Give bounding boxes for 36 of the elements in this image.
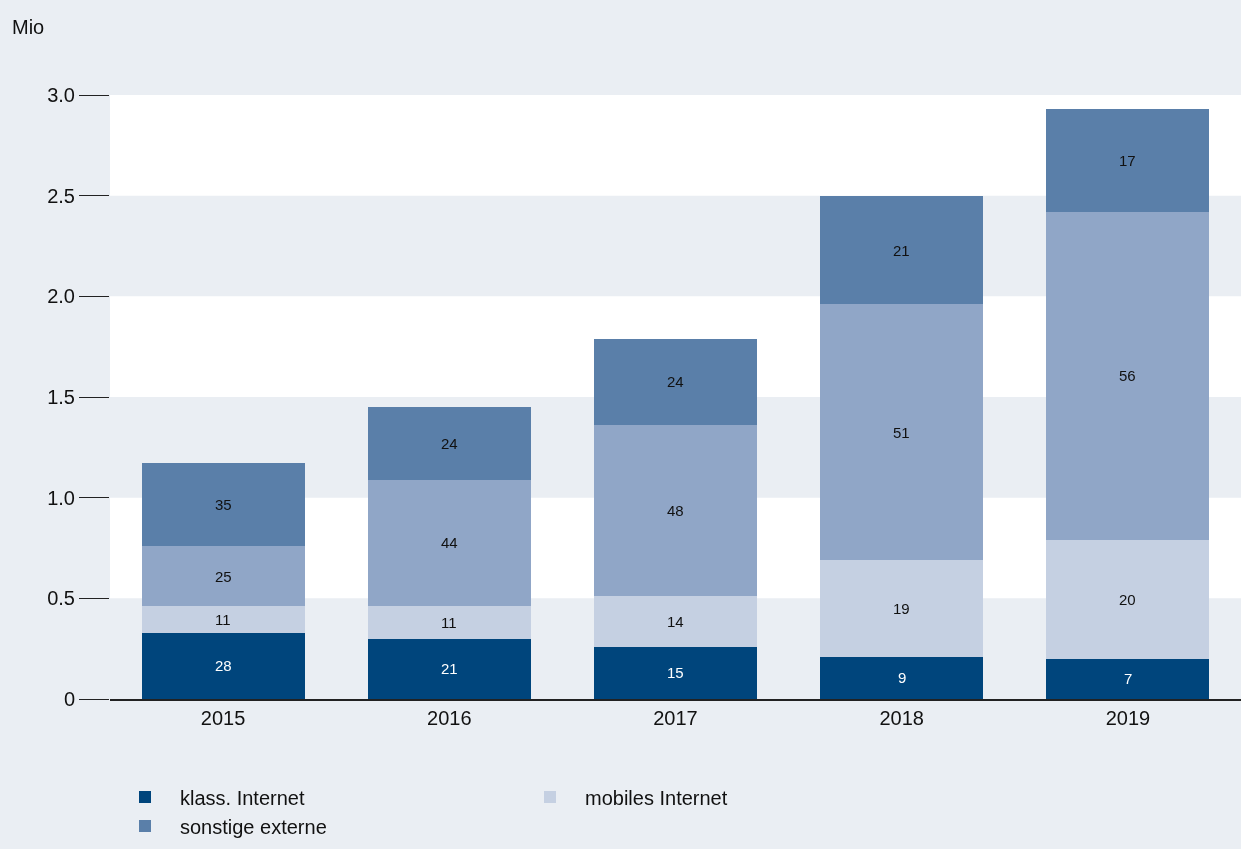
y-tick-label: 1.5 [47, 386, 75, 408]
annotation: 24 [667, 373, 684, 390]
y-axis-title: Mio [12, 16, 45, 38]
annotation: 15 [667, 664, 684, 681]
annotation: 25 [215, 568, 232, 585]
annotation: 19 [893, 600, 910, 617]
y-tick-label: 1.0 [47, 486, 75, 509]
y-tick-label: 2.5 [47, 184, 75, 207]
legend-label: sonstige externe [180, 815, 327, 838]
y-tick-label: 2.0 [47, 285, 75, 308]
annotation: 14 [667, 613, 684, 630]
annotation: 17 [1119, 152, 1136, 169]
annotation: 56 [1119, 367, 1136, 384]
x-tick-label: 2016 [427, 706, 472, 729]
annotation: 35 [215, 496, 232, 513]
legend-label: mobiles Internet [585, 786, 728, 809]
annotation: 9 [898, 669, 907, 686]
legend-label: klass. Internet [180, 786, 305, 809]
y-tick-label: 3.0 [47, 84, 75, 106]
annotation: 24 [441, 435, 458, 452]
x-tick-label: 2018 [879, 706, 924, 729]
annotation: 51 [893, 424, 910, 441]
x-tick-label: 2017 [653, 706, 698, 729]
x-tick-label: 2015 [200, 706, 246, 729]
annotation: 21 [893, 242, 910, 259]
annotation: 28 [215, 657, 232, 674]
annotation: 48 [667, 502, 684, 519]
annotation: 21 [441, 660, 458, 677]
annotation: 7 [1124, 670, 1133, 687]
annotation: 20 [1119, 591, 1136, 608]
y-tick-label: 0 [63, 688, 75, 710]
y-tick-label: 0.5 [47, 587, 75, 610]
x-tick-label: 2019 [1105, 706, 1151, 729]
annotation: 44 [441, 534, 458, 551]
annotation: 11 [441, 614, 457, 631]
annotation: 11 [215, 611, 231, 628]
